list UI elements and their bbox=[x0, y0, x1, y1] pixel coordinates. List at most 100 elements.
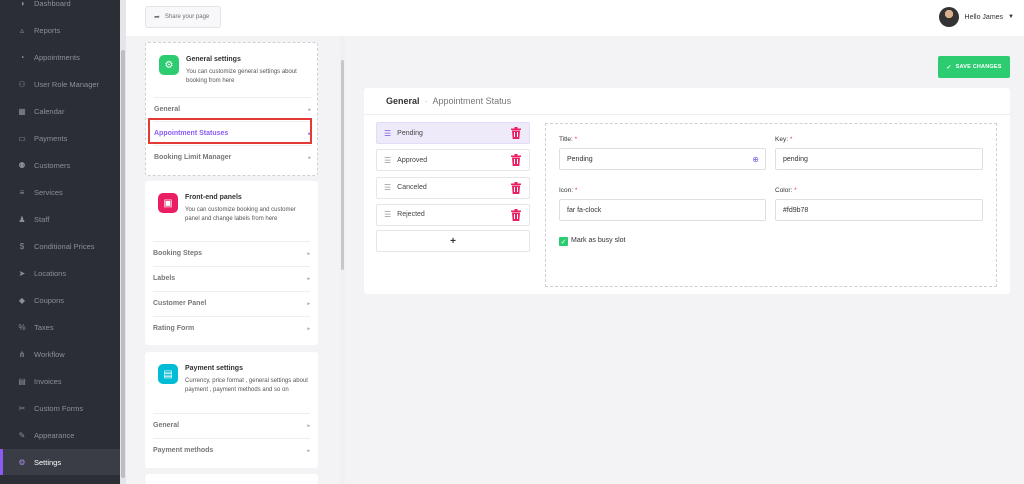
status-item-canceled[interactable]: ☰ Canceled bbox=[376, 176, 530, 199]
sidebar-item-user-role-manager[interactable]: ⚇ User Role Manager bbox=[0, 71, 120, 97]
globe-icon[interactable]: ⊕ bbox=[752, 155, 759, 164]
sidebar-item-settings[interactable]: ⚙ Settings bbox=[0, 449, 120, 475]
card-title: Front-end panels bbox=[185, 194, 242, 201]
icon-input[interactable]: far fa-clock bbox=[559, 199, 766, 221]
trash-icon[interactable] bbox=[511, 154, 521, 167]
sidebar-item-conditional-prices[interactable]: $ Conditional Prices bbox=[0, 233, 120, 259]
status-label: Approved bbox=[397, 156, 428, 164]
drag-handle-icon[interactable]: ☰ bbox=[384, 155, 392, 165]
drag-handle-icon[interactable]: ☰ bbox=[384, 210, 392, 220]
status-label: Canceled bbox=[397, 184, 427, 192]
card-description: You can customize booking and customer p… bbox=[185, 207, 296, 222]
card-title: General settings bbox=[186, 56, 241, 63]
breadcrumb: General · Appointment Status bbox=[386, 96, 512, 106]
sidebar-item-taxes[interactable]: % Taxes bbox=[0, 314, 120, 340]
menu-item-customer-panel[interactable]: Customer Panel ▸ bbox=[153, 291, 310, 315]
menu-item-label: Customer Panel bbox=[153, 300, 207, 307]
drag-handle-icon[interactable]: ☰ bbox=[384, 128, 392, 138]
sidebar-item-locations[interactable]: ➤ Locations bbox=[0, 260, 120, 286]
menu-item-rating-form[interactable]: Rating Form ▸ bbox=[153, 316, 310, 340]
sidebar-item-customers[interactable]: ⚉ Customers bbox=[0, 152, 120, 178]
chevron-right-icon: ▸ bbox=[307, 250, 310, 257]
selection-highlight bbox=[148, 118, 312, 144]
trash-icon[interactable] bbox=[511, 181, 521, 194]
sidebar-item-label: Customers bbox=[34, 160, 71, 170]
settings-scrollbar[interactable] bbox=[340, 36, 345, 484]
key-label: Key: * bbox=[775, 136, 793, 143]
card-title: Payment settings bbox=[185, 365, 243, 372]
chevron-right-icon: ▸ bbox=[307, 300, 310, 307]
calendar-icon: ▦ bbox=[18, 106, 26, 116]
avatar bbox=[938, 7, 959, 27]
sidebar: ◑ Dashboard ▵ Reports ◔ Appointments ⚇ User Rol… bbox=[0, 0, 120, 484]
color-value: #fd9b78 bbox=[783, 206, 809, 214]
sidebar-item-label: Payments bbox=[34, 133, 68, 143]
key-input[interactable]: pending bbox=[775, 148, 983, 170]
menu-item-label: Labels bbox=[153, 275, 176, 282]
sidebar-item-label: Appearance bbox=[34, 430, 75, 440]
sidebar-item-invoices[interactable]: ▤ Invoices bbox=[0, 368, 120, 394]
clock-icon: ◔ bbox=[19, 52, 25, 62]
sidebar-item-appearance[interactable]: ✎ Appearance bbox=[0, 422, 120, 448]
menu-item-payment-general[interactable]: General ▸ bbox=[153, 413, 310, 437]
color-input[interactable]: #fd9b78 bbox=[775, 199, 983, 221]
user-menu[interactable]: Hello James ▼ bbox=[938, 7, 1014, 27]
menu-item-booking-steps[interactable]: Booking Steps ▸ bbox=[153, 241, 310, 265]
workflow-icon: ⋔ bbox=[18, 349, 26, 359]
share-page-label: Share your page bbox=[164, 14, 210, 20]
menu-item-appointment-statuses[interactable]: Appointment Statuses ▸ bbox=[154, 121, 311, 145]
card-description: Currency, price format , general setting… bbox=[185, 378, 308, 393]
menu-item-general[interactable]: General ▸ bbox=[154, 97, 311, 121]
panel-divider bbox=[364, 114, 1010, 115]
menu-item-labels[interactable]: Labels ▸ bbox=[153, 266, 310, 290]
sidebar-item-payments[interactable]: ▭ Payments bbox=[0, 125, 120, 151]
busy-slot-checkbox[interactable]: ✓ bbox=[559, 237, 568, 246]
sidebar-item-label: Calendar bbox=[34, 106, 65, 116]
share-page-button[interactable]: ➦ Share your page bbox=[145, 6, 221, 28]
sidebar-item-coupons[interactable]: ◆ Coupons bbox=[0, 287, 120, 313]
drag-handle-icon[interactable]: ☰ bbox=[384, 183, 392, 193]
sidebar-item-dashboard[interactable]: ◑ Dashboard bbox=[0, 0, 120, 16]
breadcrumb-root: General bbox=[386, 96, 420, 106]
sidebar-item-label: Custom Forms bbox=[34, 403, 84, 413]
dollar-icon: $ bbox=[19, 241, 25, 251]
sidebar-scrollbar[interactable] bbox=[120, 0, 126, 484]
user-greeting: Hello James bbox=[964, 13, 1004, 21]
sidebar-item-services[interactable]: ≡ Services bbox=[0, 179, 120, 205]
menu-item-label: Booking Steps bbox=[153, 250, 203, 257]
sidebar-item-appointments[interactable]: ◔ Appointments bbox=[0, 44, 120, 70]
location-icon: ➤ bbox=[18, 268, 26, 278]
card-icon: ▭ bbox=[18, 133, 26, 143]
menu-item-booking-limit-manager[interactable]: Booking Limit Manager ▸ bbox=[154, 145, 311, 169]
save-changes-button[interactable]: ✓ SAVE CHANGES bbox=[938, 56, 1010, 78]
menu-item-label: General bbox=[154, 106, 181, 113]
sidebar-item-staff[interactable]: ♟ Staff bbox=[0, 206, 120, 232]
status-edit-form bbox=[545, 123, 997, 287]
tag-icon: ◆ bbox=[18, 295, 26, 305]
status-item-pending[interactable]: ☰ Pending bbox=[376, 122, 530, 144]
add-status-button[interactable]: + bbox=[376, 230, 530, 252]
sidebar-item-label: Reports bbox=[34, 25, 61, 35]
chevron-right-icon: ▸ bbox=[307, 275, 310, 282]
status-item-rejected[interactable]: ☰ Rejected bbox=[376, 203, 530, 226]
sidebar-item-reports[interactable]: ▵ Reports bbox=[0, 17, 120, 43]
menu-item-payment-methods[interactable]: Payment methods ▸ bbox=[153, 438, 310, 462]
frontend-panels-card: ▣ Front-end panels You can customize boo… bbox=[145, 181, 318, 345]
list-icon: ≡ bbox=[19, 187, 25, 197]
payment-settings-card: ▤ Payment settings Currency, price forma… bbox=[145, 352, 318, 468]
sidebar-item-calendar[interactable]: ▦ Calendar bbox=[0, 98, 120, 124]
brush-icon: ✎ bbox=[18, 430, 26, 440]
sidebar-item-custom-forms[interactable]: ✂ Custom Forms bbox=[0, 395, 120, 421]
title-input[interactable]: Pending ⊕ bbox=[559, 148, 766, 170]
sidebar-item-workflow[interactable]: ⋔ Workflow bbox=[0, 341, 120, 367]
card-description: You can customize general settings about… bbox=[186, 69, 297, 84]
sidebar-item-label: Locations bbox=[34, 268, 67, 278]
next-settings-card bbox=[145, 474, 318, 484]
trash-icon[interactable] bbox=[511, 208, 521, 221]
status-item-approved[interactable]: ☰ Approved bbox=[376, 149, 530, 172]
settings-scroll-thumb[interactable] bbox=[341, 60, 344, 270]
person-icon: ♟ bbox=[18, 214, 26, 224]
sidebar-scroll-thumb[interactable] bbox=[121, 50, 125, 478]
trash-icon[interactable] bbox=[511, 127, 521, 139]
menu-item-label: Payment methods bbox=[153, 447, 214, 454]
